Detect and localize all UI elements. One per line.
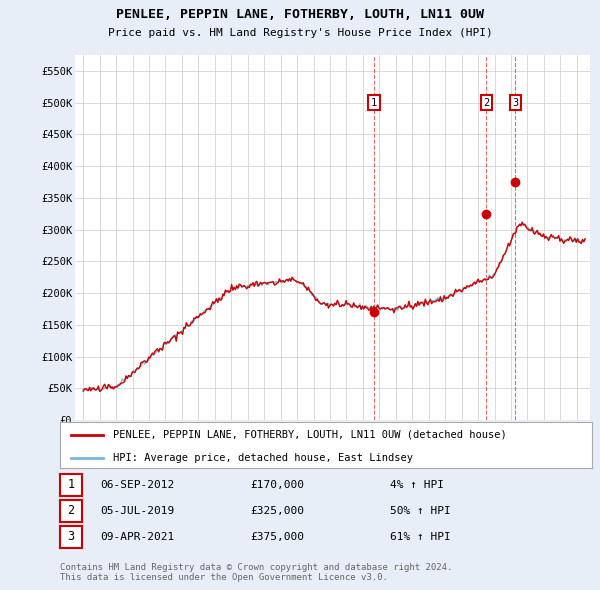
Text: 1: 1 <box>67 478 74 491</box>
Text: 05-JUL-2019: 05-JUL-2019 <box>100 506 174 516</box>
Text: £325,000: £325,000 <box>250 506 304 516</box>
Text: 50% ↑ HPI: 50% ↑ HPI <box>390 506 451 516</box>
Text: PENLEE, PEPPIN LANE, FOTHERBY, LOUTH, LN11 0UW: PENLEE, PEPPIN LANE, FOTHERBY, LOUTH, LN… <box>116 8 484 21</box>
Text: 3: 3 <box>512 97 518 107</box>
Text: 2: 2 <box>483 97 490 107</box>
Text: 4% ↑ HPI: 4% ↑ HPI <box>390 480 444 490</box>
Text: £170,000: £170,000 <box>250 480 304 490</box>
Text: 09-APR-2021: 09-APR-2021 <box>100 532 174 542</box>
Text: Contains HM Land Registry data © Crown copyright and database right 2024.
This d: Contains HM Land Registry data © Crown c… <box>60 563 452 582</box>
Text: HPI: Average price, detached house, East Lindsey: HPI: Average price, detached house, East… <box>113 453 413 463</box>
Text: PENLEE, PEPPIN LANE, FOTHERBY, LOUTH, LN11 0UW (detached house): PENLEE, PEPPIN LANE, FOTHERBY, LOUTH, LN… <box>113 430 507 440</box>
Text: £375,000: £375,000 <box>250 532 304 542</box>
Text: 61% ↑ HPI: 61% ↑ HPI <box>390 532 451 542</box>
Text: 2: 2 <box>67 504 74 517</box>
Text: 1: 1 <box>371 97 377 107</box>
Text: 3: 3 <box>67 530 74 543</box>
Text: 06-SEP-2012: 06-SEP-2012 <box>100 480 174 490</box>
Text: Price paid vs. HM Land Registry's House Price Index (HPI): Price paid vs. HM Land Registry's House … <box>107 28 493 38</box>
